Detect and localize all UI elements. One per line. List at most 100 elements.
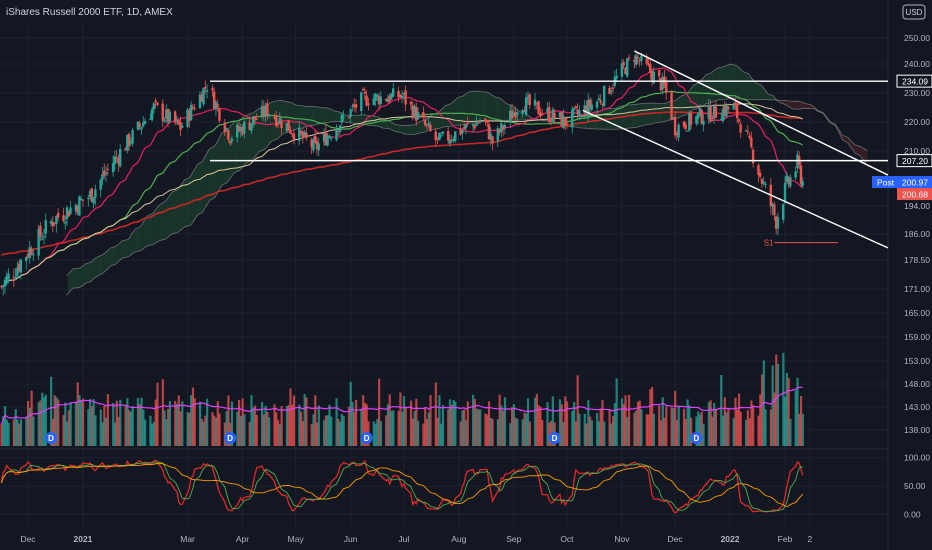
candle[interactable] (551, 107, 554, 123)
candle[interactable] (670, 90, 673, 121)
candle[interactable] (446, 127, 450, 144)
candle[interactable] (386, 94, 390, 103)
dividend-marker[interactable]: D (45, 432, 58, 444)
candle[interactable] (32, 248, 35, 261)
candle[interactable] (349, 107, 352, 123)
candle[interactable] (44, 213, 47, 239)
candle[interactable] (7, 268, 10, 284)
candle[interactable] (441, 131, 445, 137)
candle[interactable] (776, 212, 780, 236)
candle[interactable] (638, 57, 641, 67)
candle[interactable] (175, 115, 179, 125)
candle[interactable] (49, 218, 53, 227)
candle[interactable] (104, 166, 108, 182)
candle[interactable] (686, 130, 689, 132)
candle[interactable] (748, 132, 751, 140)
candle[interactable] (771, 202, 774, 216)
candle[interactable] (181, 122, 184, 129)
candle[interactable] (149, 112, 152, 120)
candle[interactable] (627, 54, 631, 62)
candle[interactable] (191, 103, 195, 111)
candle[interactable] (696, 112, 700, 125)
candle[interactable] (661, 72, 664, 95)
candle[interactable] (168, 109, 172, 124)
candle[interactable] (682, 120, 686, 129)
candle[interactable] (166, 108, 170, 128)
dividend-marker[interactable]: D (548, 432, 561, 444)
candle[interactable] (540, 108, 544, 116)
candle[interactable] (510, 103, 514, 120)
candle[interactable] (615, 68, 618, 82)
candle[interactable] (179, 116, 182, 137)
candle[interactable] (578, 105, 581, 120)
resistance-price-badge[interactable]: 234.09 (896, 74, 932, 88)
candle[interactable] (3, 277, 7, 294)
candle[interactable] (436, 137, 439, 145)
candle[interactable] (548, 101, 551, 124)
candle[interactable] (335, 124, 338, 142)
candle[interactable] (16, 261, 19, 280)
candle[interactable] (764, 181, 767, 189)
candle[interactable] (241, 124, 244, 137)
candle[interactable] (202, 87, 205, 107)
candle[interactable] (528, 92, 531, 110)
candle[interactable] (526, 91, 530, 105)
candle[interactable] (1, 284, 5, 296)
candle[interactable] (230, 135, 234, 145)
candle[interactable] (553, 108, 556, 125)
candle[interactable] (610, 86, 613, 96)
candle[interactable] (127, 132, 131, 152)
candle[interactable] (99, 178, 102, 198)
candle[interactable] (106, 163, 109, 176)
candle[interactable] (721, 105, 725, 123)
candle[interactable] (416, 107, 420, 121)
candle[interactable] (702, 114, 705, 132)
candle[interactable] (390, 92, 393, 101)
candle[interactable] (161, 99, 164, 128)
candle[interactable] (774, 215, 778, 235)
candle[interactable] (118, 144, 122, 168)
candle[interactable] (636, 52, 640, 65)
candle[interactable] (650, 68, 654, 86)
candle[interactable] (251, 116, 255, 128)
candle[interactable] (298, 121, 301, 146)
candle[interactable] (136, 121, 140, 131)
candle[interactable] (264, 102, 267, 123)
candle[interactable] (126, 134, 129, 154)
candle[interactable] (563, 117, 567, 131)
candle[interactable] (26, 250, 30, 260)
candle[interactable] (188, 107, 191, 128)
candle[interactable] (69, 200, 72, 216)
candle[interactable] (379, 91, 382, 107)
candle[interactable] (744, 129, 748, 132)
candle[interactable] (413, 103, 416, 119)
candle[interactable] (402, 92, 406, 100)
candle[interactable] (154, 97, 157, 109)
candle[interactable] (354, 99, 358, 113)
candle[interactable] (289, 126, 292, 135)
candle[interactable] (363, 87, 367, 101)
dividend-marker[interactable]: D (224, 432, 237, 444)
candle[interactable] (227, 129, 230, 143)
candle[interactable] (367, 97, 370, 111)
candle[interactable] (278, 111, 281, 125)
candle[interactable] (173, 110, 177, 126)
candle[interactable] (186, 107, 189, 129)
candle[interactable] (649, 59, 652, 80)
candle[interactable] (521, 108, 524, 118)
candle[interactable] (360, 91, 363, 116)
candle[interactable] (516, 110, 519, 122)
candle[interactable] (313, 130, 317, 144)
candle[interactable] (365, 89, 368, 107)
candle[interactable] (450, 134, 453, 144)
candle[interactable] (223, 118, 226, 136)
candle[interactable] (524, 92, 528, 117)
candle[interactable] (762, 176, 765, 186)
candle[interactable] (684, 121, 687, 132)
candle[interactable] (415, 102, 418, 126)
candle[interactable] (193, 104, 196, 111)
candle[interactable] (255, 113, 258, 120)
candle[interactable] (342, 110, 345, 121)
candle[interactable] (783, 176, 787, 205)
candle[interactable] (55, 215, 58, 233)
